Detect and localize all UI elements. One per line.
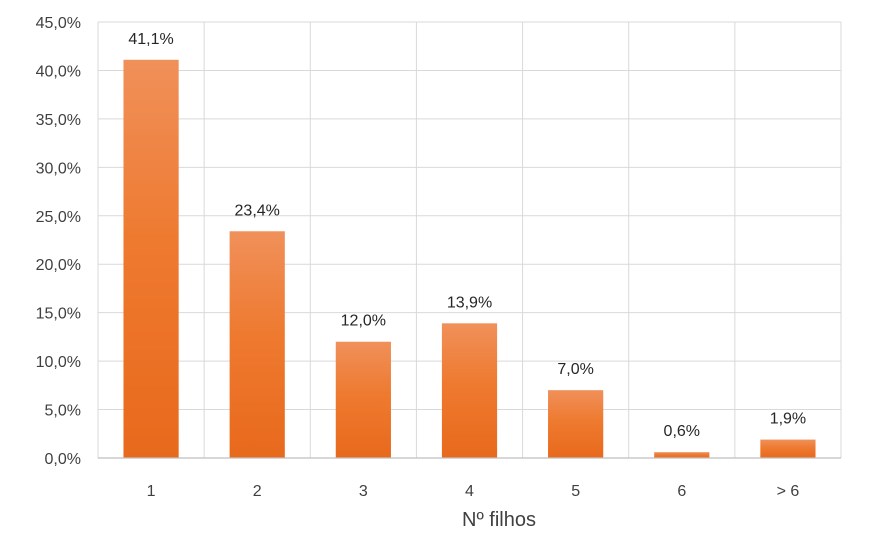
y-tick-label: 40,0%	[36, 63, 81, 80]
bar	[548, 390, 604, 458]
x-tick-label: 1	[147, 483, 156, 500]
data-label: 0,6%	[664, 423, 700, 440]
axes: 0,0%5,0%10,0%15,0%20,0%25,0%30,0%35,0%40…	[36, 15, 841, 500]
x-tick-label: 5	[571, 483, 580, 500]
y-tick-label: 10,0%	[36, 354, 81, 371]
data-label: 7,0%	[557, 361, 593, 378]
bar	[760, 439, 816, 458]
y-tick-label: 45,0%	[36, 15, 81, 32]
y-tick-label: 0,0%	[45, 451, 81, 468]
data-label: 1,9%	[770, 411, 806, 428]
y-tick-label: 5,0%	[45, 403, 81, 420]
y-tick-label: 30,0%	[36, 160, 81, 177]
x-tick-label: 4	[465, 483, 474, 500]
x-axis-title: Nº filhos	[462, 509, 536, 531]
data-label: 23,4%	[235, 202, 280, 219]
y-tick-label: 15,0%	[36, 306, 81, 323]
data-label: 12,0%	[341, 313, 386, 330]
bar	[441, 323, 498, 458]
x-tick-label: 2	[253, 483, 262, 500]
x-tick-label: 6	[677, 483, 686, 500]
bar	[123, 59, 179, 458]
data-label: 41,1%	[128, 31, 173, 48]
data-labels: 41,1% 23,4% 12,0% 13,9% 7,0% 0,6% 1,9%	[128, 31, 806, 440]
y-tick-label: 35,0%	[36, 112, 81, 129]
bar	[229, 231, 285, 458]
y-tick-label: 20,0%	[36, 257, 81, 274]
x-tick-label: 3	[359, 483, 368, 500]
bar	[654, 452, 710, 458]
gridlines	[97, 21, 842, 458]
y-tick-label: 25,0%	[36, 209, 81, 226]
data-label: 13,9%	[447, 294, 492, 311]
bar	[335, 341, 391, 458]
x-tick-label: > 6	[777, 483, 800, 500]
bars	[123, 59, 816, 458]
